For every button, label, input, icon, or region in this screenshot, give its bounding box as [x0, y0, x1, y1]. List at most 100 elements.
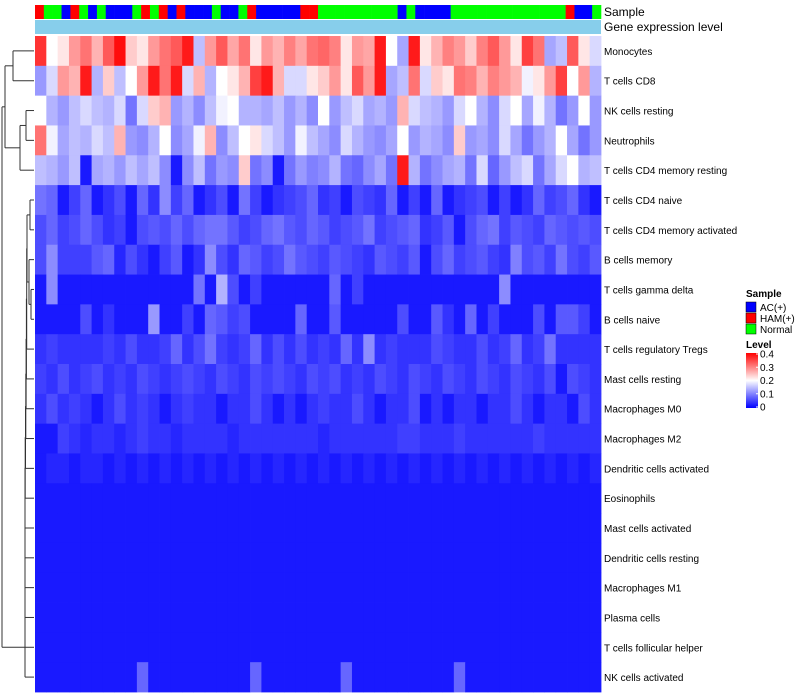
heatmap-cell [125, 334, 138, 365]
heatmap-cell [374, 36, 387, 67]
heatmap-cell [204, 364, 217, 395]
heatmap-cell [318, 274, 330, 305]
heatmap-cell [453, 334, 466, 365]
legend-sample-items: AC(+)HAM(+)Normal [745, 301, 795, 336]
heatmap-cell [57, 393, 70, 425]
heatmap-cell [555, 542, 568, 574]
heatmap-cell [295, 602, 308, 633]
heatmap-cell [453, 572, 466, 603]
heatmap-cell [46, 364, 59, 395]
heatmap-cell [351, 95, 364, 126]
heatmap-cell [159, 662, 172, 693]
heatmap-cell [431, 125, 443, 156]
heatmap-cell [284, 632, 296, 663]
heatmap-cell [329, 274, 342, 305]
heatmap-cell [510, 125, 523, 156]
heatmap-cell [57, 304, 70, 335]
heatmap-cell [227, 453, 240, 484]
heatmap-cell [408, 185, 421, 216]
heatmap-cell [227, 393, 240, 425]
heatmap-cell [306, 572, 319, 603]
heatmap-cell [272, 155, 285, 186]
heatmap-cell [114, 393, 126, 425]
heatmap-cell [295, 542, 308, 574]
heatmap-cell [80, 453, 92, 484]
heatmap-cell [487, 364, 500, 395]
heatmap-cell [238, 185, 251, 216]
heatmap-cell [487, 304, 500, 335]
sample-cell [503, 5, 513, 19]
heatmap-cell [385, 513, 398, 544]
heatmap-cell [329, 513, 342, 544]
heatmap-cell [57, 125, 70, 156]
heatmap-cell [216, 513, 228, 544]
heatmap-cell [204, 36, 217, 67]
heatmap-cell [510, 662, 523, 693]
heatmap-cell [193, 214, 206, 246]
heatmap-cell [295, 513, 308, 544]
heatmap-cell [193, 304, 206, 335]
heatmap-cell [136, 214, 149, 246]
heatmap-cell [80, 214, 92, 246]
sample-cell [220, 5, 230, 19]
heatmap-cell [204, 304, 217, 335]
row-label: Eosinophils [604, 494, 655, 505]
heatmap-cell [193, 632, 206, 663]
heatmap-cell [476, 602, 489, 633]
sample-cell [43, 5, 53, 19]
heatmap-cell [284, 244, 296, 275]
heatmap-cell [125, 393, 138, 425]
heatmap-cell [397, 453, 409, 484]
heatmap-cell [487, 185, 500, 216]
heatmap-cell [567, 334, 579, 365]
heatmap-cell [182, 423, 194, 454]
heatmap-cell [102, 632, 115, 663]
heatmap-cell [499, 632, 511, 663]
heatmap-cell [499, 95, 511, 126]
heatmap-cell [555, 483, 568, 514]
legend-sample-swatch [745, 301, 757, 313]
legend-sample-swatch [745, 312, 757, 324]
heatmap-cell [114, 453, 126, 484]
heatmap-cell [284, 513, 296, 544]
heatmap-cell [148, 364, 160, 395]
heatmap-cell [204, 513, 217, 544]
heatmap-cell [114, 513, 126, 544]
heatmap-cell [272, 662, 285, 693]
heatmap-cell [193, 572, 206, 603]
row-label: Mast cells activated [604, 524, 691, 535]
heatmap-cell [261, 542, 274, 574]
heatmap-cell [136, 542, 149, 574]
heatmap-cell [397, 483, 409, 514]
heatmap-cell [250, 602, 262, 633]
heatmap-cell [102, 602, 115, 633]
heatmap-cell [272, 602, 285, 633]
heatmap-cell [306, 274, 319, 305]
heatmap-cell [419, 542, 432, 574]
heatmap-cell [510, 36, 523, 67]
heatmap-cell [91, 304, 104, 335]
heatmap-cell [453, 542, 466, 574]
heatmap-cell [193, 155, 206, 186]
level-tick-label: 0.3 [760, 363, 774, 374]
heatmap-cell [114, 214, 126, 246]
heatmap-cell [544, 244, 557, 275]
heatmap-cell [159, 214, 172, 246]
heatmap-cell [465, 304, 477, 335]
heatmap-cell [589, 662, 602, 693]
heatmap-cell [238, 334, 251, 365]
heatmap-cell [510, 483, 523, 514]
heatmap-cell [340, 155, 353, 186]
heatmap-cell [340, 214, 353, 246]
heatmap-cell [170, 125, 183, 156]
heatmap-cell [136, 662, 149, 693]
heatmap-cell [487, 542, 500, 574]
heatmap-cell [533, 513, 545, 544]
heatmap-cell [125, 364, 138, 395]
row-label: NK cells activated [604, 673, 683, 684]
heatmap-cell [318, 36, 330, 67]
heatmap-cell [318, 572, 330, 603]
heatmap-cell [374, 185, 387, 216]
heatmap-cell [487, 95, 500, 126]
heatmap-cell [68, 542, 81, 574]
